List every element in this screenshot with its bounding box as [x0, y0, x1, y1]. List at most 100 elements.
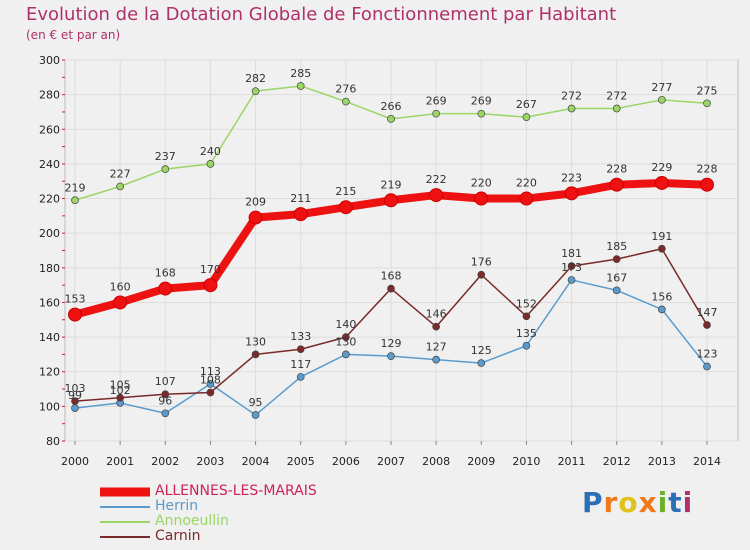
data-point-annoeullin — [477, 109, 486, 118]
data-label-herrin: 117 — [290, 358, 311, 371]
legend-swatch — [100, 505, 150, 508]
data-label-allennes-les-marais: 211 — [290, 192, 311, 205]
data-label-allennes-les-marais: 219 — [381, 178, 402, 191]
data-label-herrin: 125 — [471, 344, 492, 357]
x-tick-label: 2011 — [558, 455, 586, 468]
data-point-allennes-les-marais — [429, 188, 444, 203]
data-label-carnin: 147 — [697, 306, 718, 319]
y-tick-label: 100 — [39, 400, 60, 413]
data-label-annoeullin: 277 — [651, 81, 672, 94]
x-tick-label: 2006 — [332, 455, 360, 468]
data-label-herrin: 130 — [335, 335, 356, 348]
data-label-annoeullin: 272 — [606, 89, 627, 102]
chart-subtitle: (en € et par an) — [26, 28, 121, 42]
data-point-annoeullin — [342, 97, 350, 106]
data-point-carnin — [387, 284, 395, 293]
data-point-allennes-les-marais — [158, 281, 173, 296]
data-label-annoeullin: 269 — [426, 95, 447, 108]
data-point-carnin — [658, 244, 666, 253]
data-point-annoeullin — [206, 160, 215, 168]
data-label-carnin: 140 — [335, 318, 356, 331]
y-tick-label: 180 — [39, 262, 60, 275]
legend-swatch — [100, 487, 150, 496]
x-tick-label: 2008 — [422, 455, 450, 468]
data-label-allennes-les-marais: 215 — [335, 185, 356, 198]
data-label-annoeullin: 272 — [561, 89, 582, 102]
data-point-annoeullin — [116, 182, 124, 191]
data-label-annoeullin: 275 — [697, 84, 718, 97]
y-tick-label: 220 — [39, 193, 60, 206]
y-tick-label: 120 — [39, 366, 60, 379]
data-label-annoeullin: 285 — [290, 67, 311, 80]
x-tick-label: 2012 — [603, 455, 631, 468]
data-label-herrin: 102 — [110, 384, 131, 397]
data-point-herrin — [703, 362, 711, 371]
data-label-annoeullin: 227 — [110, 167, 131, 180]
data-point-carnin — [206, 388, 215, 397]
data-label-herrin: 99 — [68, 389, 82, 402]
data-point-carnin — [432, 322, 440, 331]
data-label-carnin: 105 — [110, 379, 131, 392]
data-point-allennes-les-marais — [564, 186, 579, 201]
data-label-allennes-les-marais: 222 — [426, 173, 447, 186]
data-point-annoeullin — [567, 104, 576, 113]
data-label-carnin: 191 — [651, 230, 672, 243]
data-point-allennes-les-marais — [700, 177, 714, 192]
legend-label: ALLENNES-LES-MARAIS — [155, 483, 317, 499]
data-point-carnin — [567, 262, 576, 270]
data-label-allennes-les-marais: 228 — [606, 163, 627, 176]
data-label-annoeullin: 267 — [516, 98, 537, 111]
data-point-herrin — [342, 350, 350, 359]
data-point-annoeullin — [703, 99, 711, 108]
data-point-annoeullin — [161, 165, 170, 173]
data-label-allennes-les-marais: 209 — [245, 196, 266, 209]
data-point-carnin — [703, 321, 711, 329]
x-tick-label: 2003 — [196, 455, 224, 468]
data-point-carnin — [342, 333, 350, 341]
data-point-allennes-les-marais — [519, 191, 534, 206]
data-label-annoeullin: 266 — [381, 100, 402, 113]
legend-label: Herrin — [155, 498, 199, 514]
legend-swatch — [100, 535, 150, 538]
data-label-allennes-les-marais: 220 — [516, 177, 537, 190]
y-tick-label: 260 — [39, 123, 60, 136]
data-label-herrin: 127 — [426, 341, 447, 354]
data-point-herrin — [206, 380, 215, 388]
data-point-annoeullin — [251, 87, 260, 96]
data-label-allennes-les-marais: 160 — [110, 280, 131, 293]
data-point-carnin — [116, 393, 124, 402]
data-label-herrin: 113 — [200, 365, 221, 378]
x-tick-label: 2007 — [377, 455, 405, 468]
y-tick-label: 80 — [46, 435, 60, 448]
data-label-allennes-les-marais: 229 — [651, 161, 672, 174]
data-point-herrin — [658, 305, 666, 314]
data-point-annoeullin — [432, 109, 440, 118]
y-tick-label: 160 — [39, 296, 60, 309]
data-label-allennes-les-marais: 223 — [561, 171, 582, 184]
data-label-allennes-les-marais: 153 — [65, 293, 86, 306]
y-tick-label: 200 — [39, 227, 60, 240]
plot-area — [64, 59, 739, 442]
legend-label: Carnin — [155, 528, 201, 544]
chart-title: Evolution de la Dotation Globale de Fonc… — [26, 4, 617, 25]
data-label-carnin: 108 — [200, 374, 221, 387]
legend-swatch — [100, 520, 150, 523]
data-point-allennes-les-marais — [384, 193, 398, 208]
y-tick-label: 240 — [39, 158, 60, 171]
data-point-herrin — [567, 276, 576, 284]
data-label-allennes-les-marais: 220 — [471, 177, 492, 190]
data-point-annoeullin — [522, 113, 531, 122]
data-point-annoeullin — [71, 196, 79, 205]
data-label-annoeullin: 269 — [471, 95, 492, 108]
data-label-annoeullin: 282 — [245, 72, 266, 85]
proxiti-logo: Proxiti — [582, 486, 694, 519]
y-tick-label: 280 — [39, 89, 60, 102]
data-label-carnin: 181 — [561, 247, 582, 260]
data-point-carnin — [251, 350, 260, 359]
data-point-herrin — [251, 411, 260, 419]
data-label-annoeullin: 219 — [65, 181, 86, 194]
data-point-annoeullin — [296, 82, 305, 90]
data-point-allennes-les-marais — [609, 177, 624, 192]
